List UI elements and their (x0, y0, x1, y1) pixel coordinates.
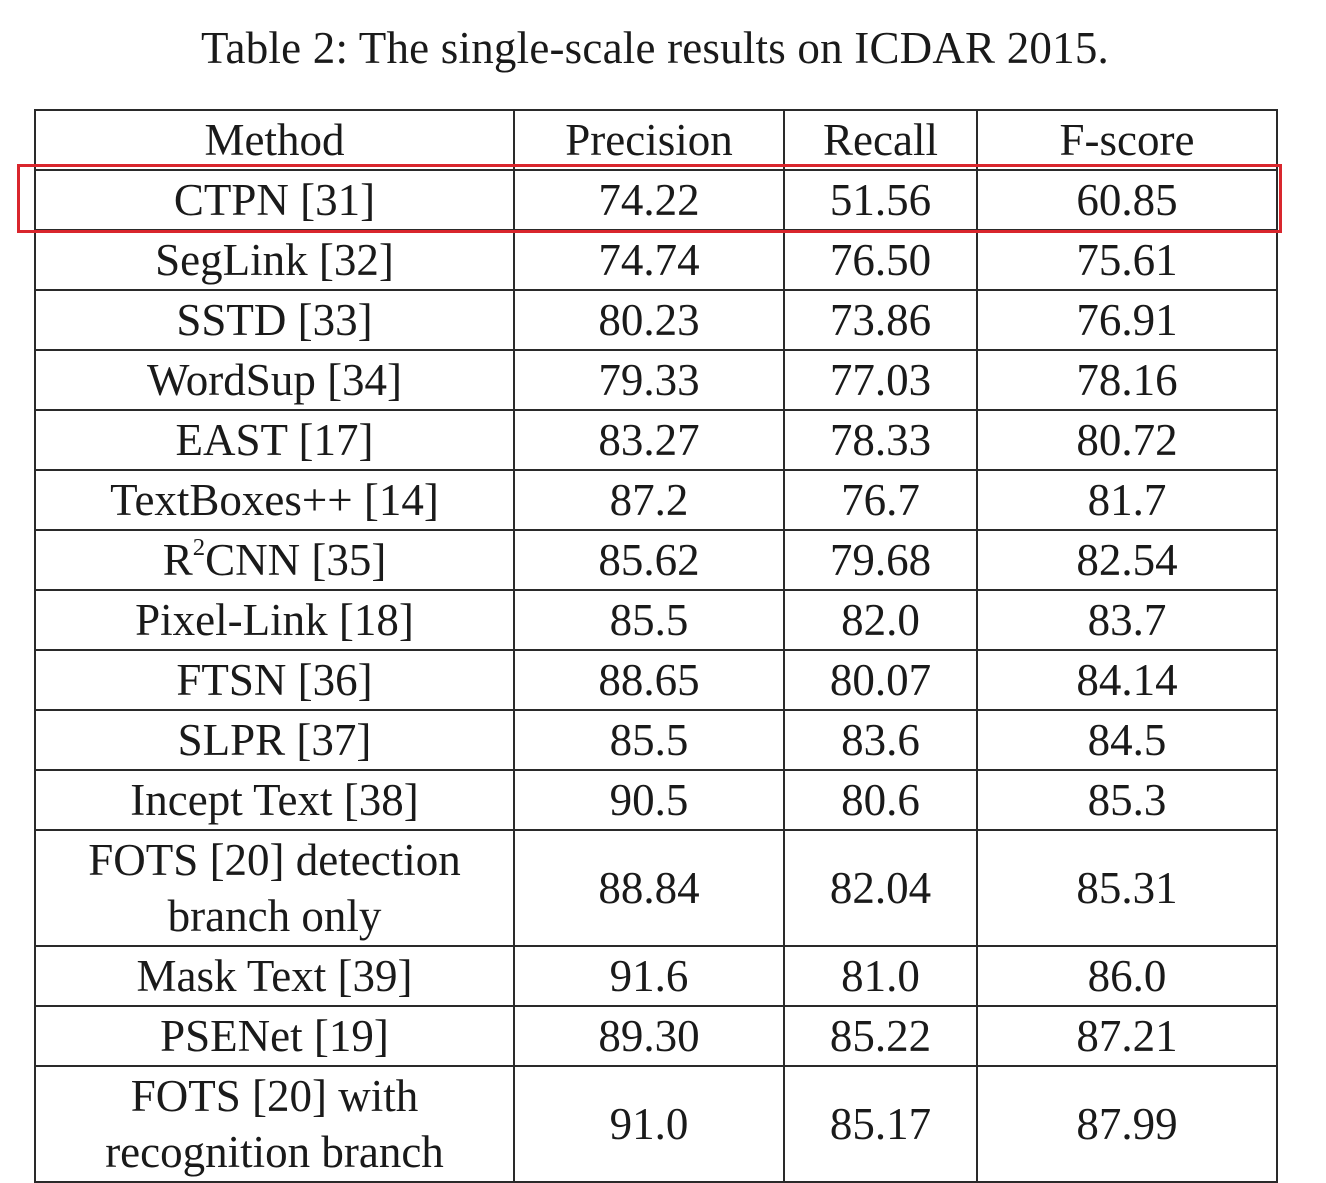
fscore-cell: 80.72 (976, 409, 1278, 471)
table-row: PSENet [19] 89.30 85.22 87.21 (34, 1005, 1278, 1067)
fscore-cell: 85.31 (976, 829, 1278, 947)
table-row: Mask Text [39] 91.6 81.0 86.0 (34, 945, 1278, 1007)
header-row: Method Precision Recall F-score (34, 109, 1278, 171)
fscore-cell: 76.91 (976, 289, 1278, 351)
precision-cell: 85.5 (513, 589, 785, 651)
table-row: EAST [17] 83.27 78.33 80.72 (34, 409, 1278, 471)
precision-cell: 87.2 (513, 469, 785, 531)
precision-cell: 88.84 (513, 829, 785, 947)
method-line: FOTS [20] with (130, 1071, 419, 1121)
fscore-cell: 78.16 (976, 349, 1278, 411)
fscore-cell: 86.0 (976, 945, 1278, 1007)
method-cell: SSTD [33] (34, 289, 515, 351)
method-text: R (162, 535, 193, 585)
fscore-cell: 87.21 (976, 1005, 1278, 1067)
fscore-cell: 82.54 (976, 529, 1278, 591)
precision-cell: 91.0 (513, 1065, 785, 1183)
precision-cell: 90.5 (513, 769, 785, 831)
recall-cell: 83.6 (783, 709, 978, 771)
method-line: FOTS [20] detection (88, 835, 461, 885)
table-row: Pixel-Link [18] 85.5 82.0 83.7 (34, 589, 1278, 651)
method-cell: FOTS [20] detection branch only (34, 829, 515, 947)
fscore-cell: 81.7 (976, 469, 1278, 531)
method-cell: CTPN [31] (34, 169, 515, 231)
table-row: FOTS [20] detection branch only 88.84 82.… (34, 829, 1278, 947)
recall-cell: 85.17 (783, 1065, 978, 1183)
recall-cell: 82.0 (783, 589, 978, 651)
column-header-fscore: F-score (976, 109, 1278, 171)
table-row: SLPR [37] 85.5 83.6 84.5 (34, 709, 1278, 771)
table-row: CTPN [31] 74.22 51.56 60.85 (34, 169, 1278, 231)
method-cell: FTSN [36] (34, 649, 515, 711)
precision-cell: 91.6 (513, 945, 785, 1007)
recall-cell: 77.03 (783, 349, 978, 411)
table-row: FOTS [20] with recognition branch 91.0 85… (34, 1065, 1278, 1183)
precision-cell: 74.22 (513, 169, 785, 231)
recall-cell: 78.33 (783, 409, 978, 471)
recall-cell: 73.86 (783, 289, 978, 351)
method-cell: Incept Text [38] (34, 769, 515, 831)
method-superscript: 2 (192, 534, 206, 562)
method-cell: WordSup [34] (34, 349, 515, 411)
table-row: WordSup [34] 79.33 77.03 78.16 (34, 349, 1278, 411)
table-row: R2CNN [35] 85.62 79.68 82.54 (34, 529, 1278, 591)
table-row: SSTD [33] 80.23 73.86 76.91 (34, 289, 1278, 351)
method-line: recognition branch (105, 1127, 444, 1177)
method-cell: FOTS [20] with recognition branch (34, 1065, 515, 1183)
precision-cell: 88.65 (513, 649, 785, 711)
method-cell: Mask Text [39] (34, 945, 515, 1007)
precision-cell: 79.33 (513, 349, 785, 411)
recall-cell: 81.0 (783, 945, 978, 1007)
recall-cell: 80.07 (783, 649, 978, 711)
table-row: SegLink [32] 74.74 76.50 75.61 (34, 229, 1278, 291)
precision-cell: 85.5 (513, 709, 785, 771)
method-line: branch only (167, 891, 382, 941)
table-caption: Table 2: The single-scale results on ICD… (201, 23, 1109, 73)
fscore-cell: 87.99 (976, 1065, 1278, 1183)
recall-cell: 51.56 (783, 169, 978, 231)
method-cell: R2CNN [35] (34, 529, 515, 591)
precision-cell: 85.62 (513, 529, 785, 591)
precision-cell: 89.30 (513, 1005, 785, 1067)
results-table: Method Precision Recall F-score CTPN [31… (34, 109, 1278, 1183)
method-cell: Pixel-Link [18] (34, 589, 515, 651)
method-cell: TextBoxes++ [14] (34, 469, 515, 531)
method-cell: PSENet [19] (34, 1005, 515, 1067)
fscore-cell: 85.3 (976, 769, 1278, 831)
method-cell: SegLink [32] (34, 229, 515, 291)
recall-cell: 79.68 (783, 529, 978, 591)
table-row: FTSN [36] 88.65 80.07 84.14 (34, 649, 1278, 711)
recall-cell: 82.04 (783, 829, 978, 947)
column-header-recall: Recall (783, 109, 978, 171)
recall-cell: 80.6 (783, 769, 978, 831)
method-cell: SLPR [37] (34, 709, 515, 771)
recall-cell: 85.22 (783, 1005, 978, 1067)
precision-cell: 80.23 (513, 289, 785, 351)
fscore-cell: 84.14 (976, 649, 1278, 711)
fscore-cell: 75.61 (976, 229, 1278, 291)
method-text: CNN [35] (205, 535, 387, 585)
precision-cell: 83.27 (513, 409, 785, 471)
precision-cell: 74.74 (513, 229, 785, 291)
recall-cell: 76.7 (783, 469, 978, 531)
recall-cell: 76.50 (783, 229, 978, 291)
fscore-cell: 60.85 (976, 169, 1278, 231)
fscore-cell: 84.5 (976, 709, 1278, 771)
table-row: Incept Text [38] 90.5 80.6 85.3 (34, 769, 1278, 831)
column-header-method: Method (34, 109, 515, 171)
column-header-precision: Precision (513, 109, 785, 171)
table-row: TextBoxes++ [14] 87.2 76.7 81.7 (34, 469, 1278, 531)
method-cell: EAST [17] (34, 409, 515, 471)
fscore-cell: 83.7 (976, 589, 1278, 651)
